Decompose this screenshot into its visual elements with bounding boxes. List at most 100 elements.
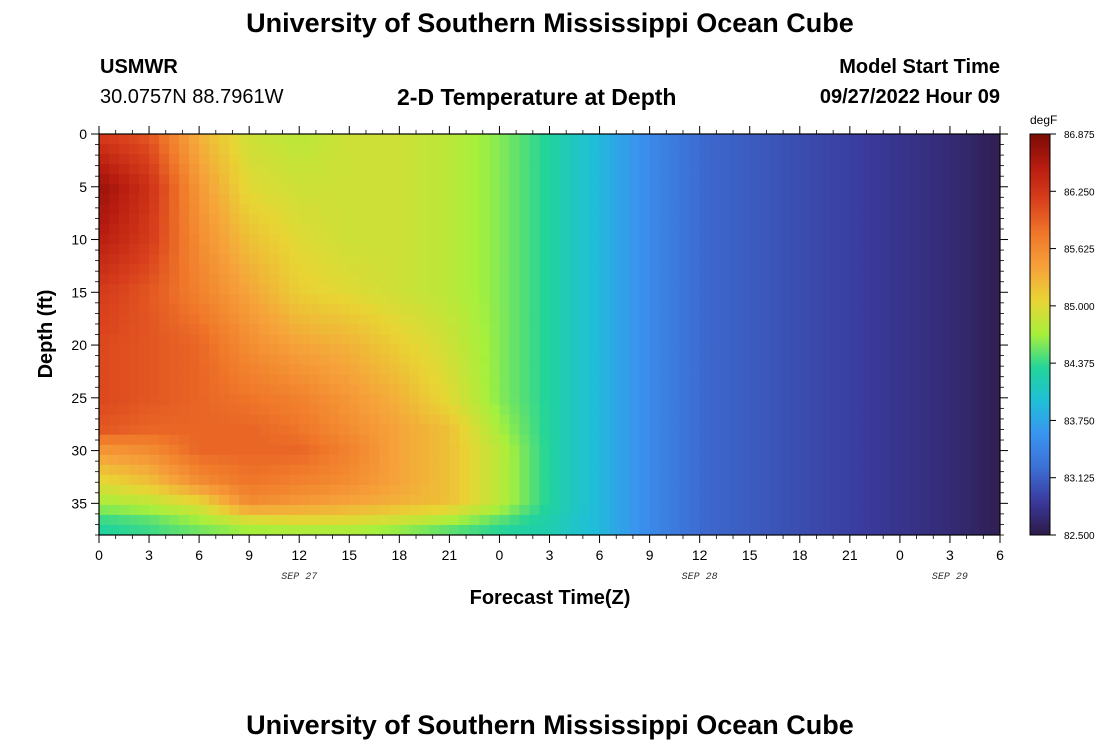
heatmap-cell [329, 524, 340, 535]
heatmap-cell [959, 484, 971, 496]
heatmap-cell [719, 364, 731, 376]
heatmap-cell [919, 414, 931, 426]
heatmap-cell [399, 434, 410, 446]
heatmap-cell [599, 434, 611, 446]
heatmap-cell [399, 244, 410, 255]
heatmap-cell [589, 314, 601, 326]
heatmap-cell [539, 274, 551, 285]
heatmap-cell [569, 364, 581, 376]
heatmap-cell [709, 504, 721, 516]
heatmap-cell [989, 274, 1000, 285]
heatmap-cell [169, 424, 180, 436]
heatmap-cell [859, 454, 871, 466]
heatmap-cell [969, 214, 981, 225]
heatmap-cell [259, 154, 270, 165]
heatmap-cell [789, 514, 801, 526]
heatmap-cell [139, 314, 150, 326]
heatmap-cell [119, 394, 130, 406]
heatmap-cell [549, 254, 561, 265]
heatmap-cell [929, 374, 941, 386]
heatmap-cell [169, 214, 180, 225]
heatmap-cell [929, 294, 941, 306]
heatmap-cell [679, 484, 691, 496]
heatmap-cell [919, 494, 931, 506]
heatmap-cell [459, 344, 471, 356]
heatmap-cell [559, 414, 571, 426]
heatmap-cell [589, 434, 601, 446]
heatmap-cell [229, 154, 240, 165]
heatmap-cell [139, 154, 150, 165]
heatmap-cell [869, 344, 881, 356]
heatmap-cell [189, 264, 200, 275]
heatmap-cell [99, 334, 110, 346]
heatmap-cell [619, 244, 631, 255]
heatmap-cell [569, 264, 581, 275]
heatmap-cell [119, 404, 130, 416]
heatmap-cell [969, 374, 981, 386]
heatmap-cell [129, 224, 140, 235]
heatmap-cell [989, 174, 1000, 185]
heatmap-cell [139, 344, 150, 356]
heatmap-cell [649, 384, 661, 396]
heatmap-cell [659, 404, 671, 416]
heatmap-cell [509, 274, 521, 285]
heatmap-cell [559, 384, 571, 396]
heatmap-cell [479, 514, 491, 526]
heatmap-cell [179, 354, 190, 366]
heatmap-cell [259, 414, 270, 426]
heatmap-cell [829, 134, 841, 145]
heatmap-cell [819, 294, 831, 306]
heatmap-cell [829, 334, 841, 346]
heatmap-cell [219, 314, 230, 326]
heatmap-cell [509, 414, 521, 426]
heatmap-cell [689, 184, 701, 195]
heatmap-cell [599, 394, 611, 406]
heatmap-cell [649, 254, 661, 265]
heatmap-cell [879, 404, 891, 416]
heatmap-cell [799, 264, 811, 275]
heatmap-cell [249, 414, 260, 426]
heatmap-cell [369, 424, 380, 436]
heatmap-cell [989, 164, 1000, 175]
heatmap-cell [119, 374, 130, 386]
heatmap-cell [159, 444, 170, 456]
heatmap-cell [149, 494, 160, 506]
heatmap-cell [529, 404, 541, 416]
heatmap-cell [979, 474, 991, 486]
heatmap-cell [529, 364, 541, 376]
heatmap-cell [339, 254, 350, 265]
heatmap-cell [969, 324, 981, 336]
heatmap-cell [219, 204, 230, 215]
heatmap-cell [909, 404, 921, 416]
heatmap-cell [789, 214, 801, 225]
heatmap-cell [469, 474, 481, 486]
heatmap-cell [299, 244, 310, 255]
heatmap-cell [159, 504, 170, 516]
heatmap-cell [439, 474, 450, 486]
heatmap-cell [959, 354, 971, 366]
heatmap-cell [589, 334, 601, 346]
x-tick-label: 3 [546, 547, 554, 563]
x-tick-label: 6 [596, 547, 604, 563]
heatmap-cell [409, 414, 420, 426]
heatmap-cell [489, 344, 501, 356]
heatmap-cell [779, 224, 791, 235]
heatmap-cell [179, 274, 190, 285]
heatmap-cell [309, 444, 320, 456]
heatmap-cell [939, 444, 951, 456]
heatmap-cell [989, 454, 1000, 466]
heatmap-cell [949, 514, 961, 526]
heatmap-cell [439, 174, 450, 185]
heatmap-cell [929, 354, 941, 366]
heatmap-cell [729, 464, 741, 476]
heatmap-cell [809, 524, 821, 535]
heatmap-cell [789, 224, 801, 235]
heatmap-cell [669, 364, 681, 376]
heatmap-cell [839, 414, 851, 426]
heatmap-cell [449, 234, 460, 245]
heatmap-cell [399, 274, 410, 285]
heatmap-cell [819, 314, 831, 326]
heatmap-cell [929, 454, 941, 466]
heatmap-cell [669, 384, 681, 396]
heatmap-cell [929, 344, 941, 356]
